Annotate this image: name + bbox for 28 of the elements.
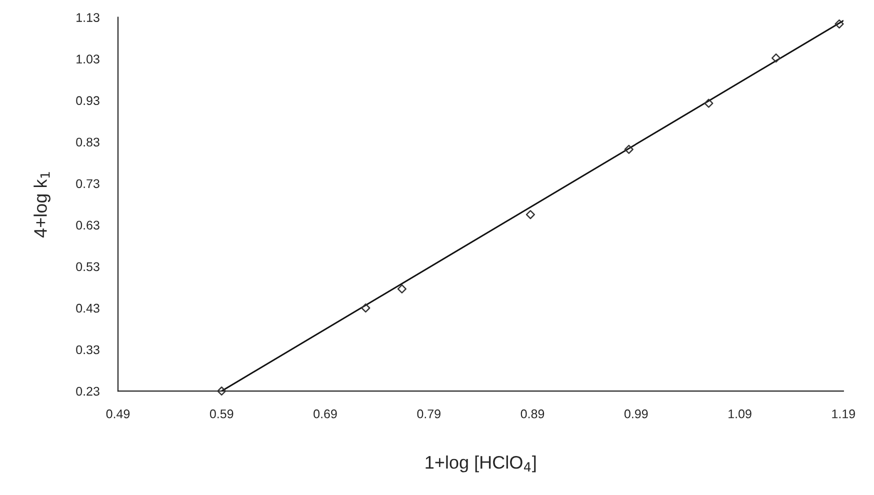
x-tick-label: 0.89 bbox=[520, 409, 544, 418]
x-tick-label: 1.19 bbox=[832, 409, 855, 418]
point bbox=[624, 144, 634, 154]
point bbox=[771, 53, 781, 63]
y-axis-title: 4+log k$_{1}$ bbox=[34, 172, 50, 238]
point bbox=[526, 210, 535, 220]
x-axis-title: 1+log [HClO$_{4}$] bbox=[426, 455, 536, 472]
y-tick-label: 1.03 bbox=[76, 54, 100, 64]
x-tick-label: 0.69 bbox=[314, 409, 337, 418]
y-tick-label: 0.93 bbox=[76, 96, 100, 106]
x-tick-label: 0.79 bbox=[417, 409, 440, 418]
point bbox=[397, 284, 406, 294]
x-tick-label: 0.99 bbox=[624, 409, 648, 418]
y-tick-label: 0.43 bbox=[76, 304, 100, 313]
y-tick-label: 0.33 bbox=[76, 345, 100, 354]
x-tick-label: 0.59 bbox=[210, 409, 234, 418]
y-tick-label: 0.53 bbox=[76, 262, 100, 272]
y-tick-label: 0.73 bbox=[76, 179, 100, 188]
y-tick-label: 0.83 bbox=[76, 138, 100, 147]
x-tick-label: 1.09 bbox=[728, 409, 752, 418]
y-tick-label: 0.63 bbox=[76, 220, 100, 230]
x-tick-label: 0.49 bbox=[106, 409, 130, 418]
point bbox=[361, 303, 370, 313]
point bbox=[704, 98, 714, 108]
y-tick-label: 0.23 bbox=[76, 386, 100, 396]
point bbox=[217, 386, 226, 396]
point bbox=[834, 19, 844, 29]
y-tick-label: 1.13 bbox=[76, 13, 100, 22]
